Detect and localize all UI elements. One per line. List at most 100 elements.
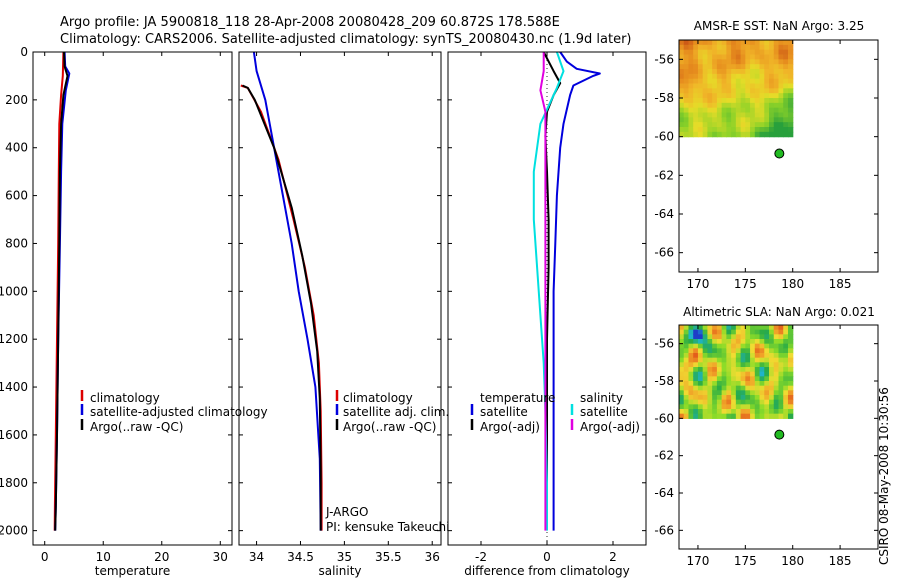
- sst_map-heat-cell: [754, 49, 761, 56]
- sla_map-heat-cell: [697, 399, 704, 405]
- sst_map-heat-cell: [683, 73, 690, 80]
- sst_map-heat-cell: [721, 40, 727, 46]
- sst_map-heat-cell: [697, 69, 704, 75]
- sst_map-heat-cell: [769, 107, 775, 114]
- sst_map-heat-cell: [750, 44, 756, 51]
- sst_map-heat-cell: [764, 40, 770, 46]
- sst_map-heat-cell: [745, 73, 751, 80]
- sst_map-heat-cell: [702, 83, 709, 89]
- sst_map-heat-cell: [721, 54, 727, 60]
- sla_map-heat-cell: [750, 409, 756, 415]
- sst_map-heat-cell: [697, 78, 704, 85]
- sla_map-heat-cell: [683, 339, 690, 345]
- sla_map-heat-cell: [716, 404, 723, 410]
- sla_map-heat-cell: [783, 381, 789, 387]
- sla_map-heat-cell: [764, 367, 770, 373]
- sla_map-heat-cell: [679, 357, 685, 363]
- sla_map-heat-cell: [697, 385, 704, 391]
- sla_map-heat-cell: [707, 325, 713, 331]
- sst_map-heat-cell: [754, 78, 761, 85]
- sla_map-heat-cell: [721, 413, 727, 419]
- sst_map-heat-cell: [716, 49, 723, 56]
- sst_map-heat-cell: [688, 54, 694, 60]
- sst_map-heat-cell: [759, 122, 765, 128]
- sst_map-heat-cell: [697, 117, 704, 123]
- sla_map-heat-cell: [707, 371, 713, 377]
- sla_map-heat-cell: [735, 399, 742, 405]
- sst_map-heat-cell: [702, 117, 709, 123]
- sst_map-heat-cell: [754, 83, 761, 89]
- sla_map-heat-cell: [731, 376, 737, 382]
- sst_map-heat-cell: [787, 88, 794, 94]
- temp-legend-satellite: satellite-adjusted climatology: [90, 405, 268, 419]
- sst_map-heat-cell: [740, 59, 746, 65]
- sla_map-heat-cell: [773, 348, 780, 354]
- sst_map-heat-cell: [773, 83, 780, 89]
- sst_map-heat-cell: [707, 131, 713, 138]
- sla_map-heat-cell: [740, 348, 746, 354]
- sla_map-heat-cell: [773, 362, 780, 368]
- sst_map-heat-cell: [787, 117, 794, 123]
- sst_map-heat-cell: [683, 69, 690, 75]
- sst_map-heat-cell: [764, 122, 770, 128]
- sla_map-heat-cell: [702, 409, 709, 415]
- sst_map-heat-cell: [759, 40, 765, 46]
- sst_map-heat-cell: [735, 64, 742, 70]
- sla_map-heat-cell: [731, 395, 737, 401]
- sla_map-heat-cell: [721, 348, 727, 354]
- sla_map-heat-cell: [679, 339, 685, 345]
- sst_map-heat-cell: [721, 98, 727, 104]
- sla_map-heat-cell: [754, 413, 761, 419]
- sst_map-heat-cell: [679, 107, 685, 114]
- sst_map-heat-cell: [693, 88, 699, 94]
- sst_map-heat-cell: [707, 98, 713, 104]
- sst_map-heat-cell: [693, 98, 699, 104]
- side-label: CSIRO 08-May-2008 10:30:56: [877, 387, 891, 565]
- sla_map-heat-cell: [750, 329, 756, 335]
- sla_map-heat-cell: [731, 385, 737, 391]
- diff-legend-sal-argo: Argo(-adj): [580, 420, 640, 434]
- sla_map-heat-cell: [683, 348, 690, 354]
- sst_map-heat-cell: [735, 69, 742, 75]
- sla_map-heat-cell: [778, 357, 784, 363]
- sst_map-heat-cell: [688, 131, 694, 138]
- sla_map-heat-cell: [759, 325, 765, 331]
- sla_map-heat-cell: [721, 371, 727, 377]
- sla_map-heat-cell: [773, 329, 780, 335]
- sla_map-heat-cell: [759, 413, 765, 419]
- sla_map-heat-cell: [787, 367, 794, 373]
- sla_map-heat-cell: [712, 339, 718, 345]
- sst_map-heat-cell: [778, 88, 784, 94]
- sst_map-heat-cell: [716, 98, 723, 104]
- sla_map-heat-cell: [683, 329, 690, 335]
- sla_map-heat-cell: [787, 395, 794, 401]
- sla_map-heat-cell: [679, 348, 685, 354]
- sla_map-heat-cell: [740, 357, 746, 363]
- sla_map-heat-cell: [740, 343, 746, 349]
- sla_map-heat-cell: [769, 390, 775, 396]
- sst_map-heat-cell: [783, 88, 789, 94]
- sla_map-heat-cell: [764, 339, 770, 345]
- sst_map-heat-cell: [712, 69, 718, 75]
- sla_map-heat-cell: [683, 334, 690, 340]
- sst_map-heat-cell: [773, 127, 780, 133]
- sla_map-heat-cell: [735, 395, 742, 401]
- sla_map-heat-cell: [683, 404, 690, 410]
- sst_map-heat-cell: [735, 98, 742, 104]
- sla_map-heat-cell: [679, 399, 685, 405]
- sla_map-heat-cell: [707, 409, 713, 415]
- sst_map-heat-cell: [716, 112, 723, 118]
- sst_map-heat-cell: [679, 112, 685, 118]
- sla_map-heat-cell: [787, 390, 794, 396]
- sla_map-heat-cell: [707, 395, 713, 401]
- sst_map-heat-cell: [712, 49, 718, 56]
- sla_map-heat-cell: [726, 409, 732, 415]
- sla_map-heat-cell: [712, 371, 718, 377]
- sst_map-heat-cell: [688, 83, 694, 89]
- sst_map-heat-cell: [740, 117, 746, 123]
- sla_map-heat-cell: [745, 367, 751, 373]
- sla_map-heat-cell: [764, 343, 770, 349]
- sst_map-heat-cell: [707, 69, 713, 75]
- sla_map-heat-cell: [697, 353, 704, 359]
- sst_map-heat-cell: [683, 107, 690, 114]
